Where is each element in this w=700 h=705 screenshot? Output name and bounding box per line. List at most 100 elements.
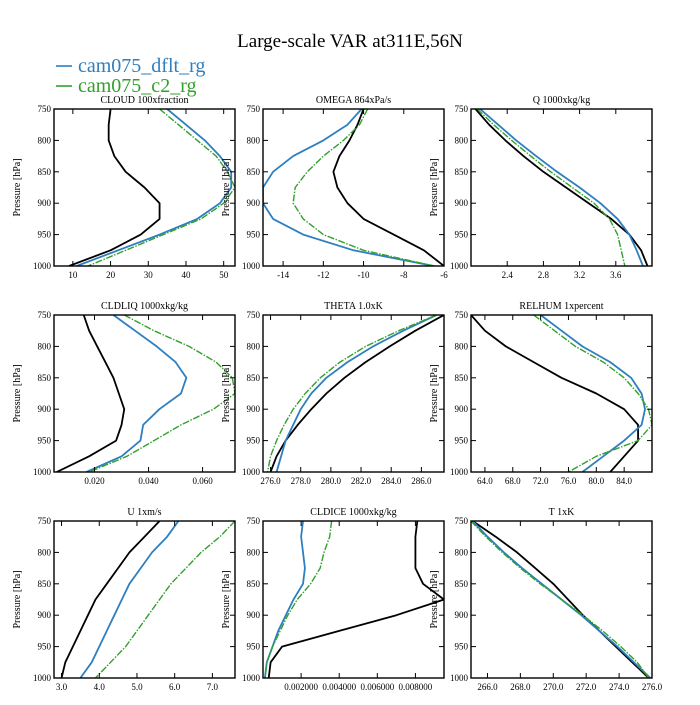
panel-title: THETA 1.0xK: [324, 301, 383, 312]
x-tick-label: 0.040: [138, 476, 159, 486]
x-tick-label: 278.0: [291, 476, 312, 486]
x-tick-label: 7.0: [207, 682, 219, 692]
y-tick-label: 900: [455, 404, 469, 414]
series-line: [267, 521, 444, 678]
chart-panel: RELHUM 1xpercent Pressure [hPa] 750 800 850 9…: [429, 301, 653, 486]
y-tick-label: 950: [38, 642, 52, 652]
y-tick-label: 850: [455, 373, 469, 383]
series-line: [68, 109, 161, 266]
series-line: [264, 521, 333, 678]
x-tick-label: -8: [400, 270, 408, 280]
panel-title: Q 1000xkg/kg: [533, 95, 591, 106]
y-tick-label: 800: [247, 135, 261, 145]
panel-title: RELHUM 1xpercent: [519, 301, 603, 312]
x-tick-label: 72.0: [533, 476, 549, 486]
y-tick-label: 950: [38, 230, 52, 240]
y-tick-label: 1000: [33, 673, 52, 683]
x-tick-label: -10: [358, 270, 370, 280]
chart-panel: CLDICE 1000xkg/kg Pressure [hPa] 750 800 850…: [221, 507, 445, 692]
series-line: [56, 315, 126, 472]
x-tick-label: 30: [144, 270, 154, 280]
x-tick-label: 50: [219, 270, 229, 280]
y-tick-label: 950: [38, 436, 52, 446]
series-line: [269, 315, 444, 472]
series-line: [86, 315, 188, 472]
x-tick-label: 280.0: [321, 476, 342, 486]
x-tick-label: 0.006000: [360, 682, 394, 692]
series-line: [476, 109, 626, 266]
x-tick-label: 3.6: [610, 270, 622, 280]
y-tick-label: 900: [455, 610, 469, 620]
x-tick-label: 6.0: [169, 682, 181, 692]
series-line: [79, 521, 180, 678]
x-tick-label: 2.8: [538, 270, 550, 280]
x-tick-label: 270.0: [543, 682, 564, 692]
x-tick-label: 286.0: [411, 476, 432, 486]
x-tick-label: 10: [68, 270, 78, 280]
y-tick-label: 850: [455, 579, 469, 589]
y-tick-label: 800: [38, 135, 52, 145]
x-tick-label: 20: [106, 270, 116, 280]
chart-panel: CLOUD 100xfraction Pressure [hPa] 750 800 85…: [12, 95, 236, 280]
series-line: [479, 109, 644, 266]
x-tick-label: 0.008000: [399, 682, 433, 692]
x-tick-label: 80.0: [588, 476, 604, 486]
x-tick-label: 274.0: [609, 682, 630, 692]
x-tick-label: 268.0: [510, 682, 531, 692]
y-axis-label: Pressure [hPa]: [429, 158, 440, 216]
y-tick-label: 800: [38, 341, 52, 351]
y-tick-label: 950: [247, 436, 261, 446]
series-line: [332, 109, 444, 266]
y-tick-label: 800: [247, 341, 261, 351]
panel-title: CLDICE 1000xkg/kg: [310, 507, 396, 518]
plot-frame: [262, 520, 445, 679]
series-line: [471, 521, 650, 678]
y-tick-label: 750: [247, 516, 261, 526]
y-tick-label: 750: [247, 310, 261, 320]
y-tick-label: 900: [38, 610, 52, 620]
y-axis-label: Pressure [hPa]: [12, 364, 23, 422]
y-tick-label: 900: [247, 404, 261, 414]
y-tick-label: 950: [247, 642, 261, 652]
x-tick-label: 4.0: [94, 682, 106, 692]
x-tick-label: -6: [440, 270, 448, 280]
plot-frame: [470, 520, 653, 679]
chart-panel: Q 1000xkg/kg Pressure [hPa] 750 800 850 900 95…: [429, 95, 653, 280]
y-tick-label: 950: [455, 230, 469, 240]
y-tick-label: 750: [247, 104, 261, 114]
x-tick-label: 68.0: [505, 476, 521, 486]
chart-panel: U 1xm/s Pressure [hPa] 750 800 850 900 950 1000…: [12, 507, 236, 692]
y-tick-label: 750: [38, 310, 52, 320]
x-tick-label: 0.004000: [322, 682, 356, 692]
series-line: [292, 109, 435, 266]
y-tick-label: 950: [455, 436, 469, 446]
x-tick-label: -12: [317, 270, 329, 280]
x-tick-label: 0.020: [84, 476, 105, 486]
y-tick-label: 850: [247, 579, 261, 589]
x-tick-label: 76.0: [561, 476, 577, 486]
x-tick-label: 282.0: [351, 476, 372, 486]
y-axis-label: Pressure [hPa]: [12, 570, 23, 628]
plot-frame: [53, 520, 236, 679]
y-tick-label: 850: [38, 373, 52, 383]
series-line: [87, 109, 235, 266]
chart-panel: THETA 1.0xK Pressure [hPa] 750 800 850 900 950…: [221, 301, 445, 486]
plot-frame: [470, 314, 653, 473]
series-line: [275, 315, 437, 472]
panel-title: CLOUD 100xfraction: [100, 95, 188, 106]
series-line: [474, 109, 649, 266]
series-line: [471, 315, 639, 472]
x-tick-label: 64.0: [477, 476, 493, 486]
x-tick-label: 272.0: [576, 682, 597, 692]
legend-label: cam075_c2_rg: [78, 75, 197, 97]
y-tick-label: 750: [38, 104, 52, 114]
y-tick-label: 1000: [450, 261, 469, 271]
chart-panel: T 1xK Pressure [hPa] 750 800 850 900 950 1000 26…: [429, 507, 663, 692]
series-line: [472, 521, 650, 678]
y-axis-label: Pressure [hPa]: [429, 364, 440, 422]
x-tick-label: 2.4: [502, 270, 514, 280]
series-line: [264, 521, 306, 678]
panel-title: CLDLIQ 1000xkg/kg: [101, 301, 188, 312]
panel-title: T 1xK: [549, 507, 575, 518]
